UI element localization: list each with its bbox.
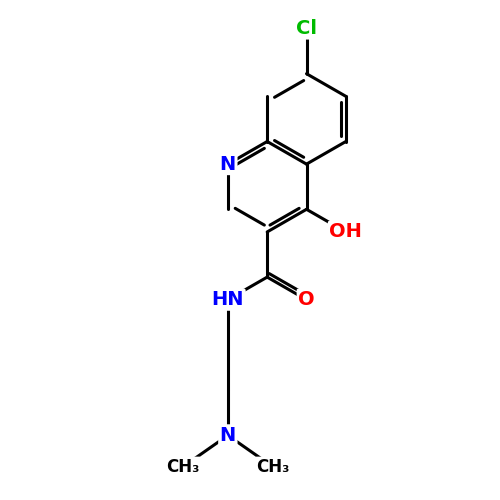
Text: O: O (298, 290, 315, 309)
Text: CH₃: CH₃ (166, 458, 200, 476)
Text: Cl: Cl (296, 19, 317, 38)
Text: CH₃: CH₃ (256, 458, 290, 476)
Text: HN: HN (212, 290, 244, 309)
Text: N: N (220, 154, 236, 174)
Text: N: N (220, 426, 236, 445)
Text: OH: OH (330, 222, 362, 242)
